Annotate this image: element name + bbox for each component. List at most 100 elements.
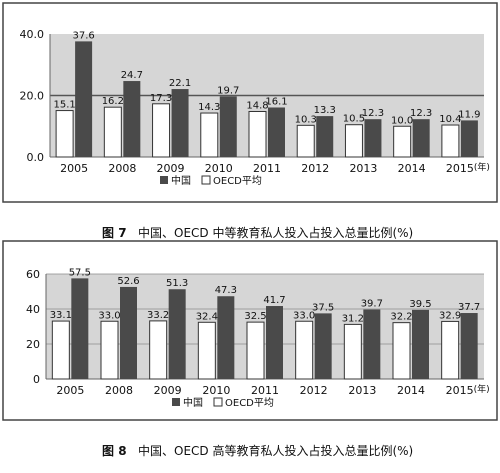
legend-swatch-china (160, 176, 168, 184)
legend-swatch-china (172, 398, 180, 406)
data-label-china: 22.1 (169, 78, 191, 89)
x-tick-label: 2015 (446, 384, 474, 397)
bar-oecd (200, 112, 219, 158)
x-tick-label: 2013 (349, 162, 377, 175)
figure-8-number: 图 8 (102, 444, 127, 458)
x-tick-label: 2014 (398, 162, 426, 175)
bar-oecd (441, 124, 460, 158)
y-tick-label: 0 (33, 373, 40, 386)
legend-swatch-oecd (213, 397, 223, 407)
bar-china (316, 116, 334, 157)
data-label-china: 39.5 (409, 299, 431, 310)
data-label-china: 11.9 (458, 109, 480, 120)
bar-china (363, 309, 381, 379)
data-label-china: 39.7 (361, 299, 383, 310)
bar-oecd (343, 323, 362, 380)
data-label-china: 24.7 (121, 70, 143, 81)
x-tick-label: 2005 (60, 162, 88, 175)
data-label-oecd: 14.8 (246, 100, 268, 111)
bar-china (123, 81, 141, 157)
data-label-china: 47.3 (215, 285, 237, 296)
bar-china (71, 278, 89, 379)
bar-oecd (100, 320, 119, 380)
bar-oecd (149, 320, 168, 380)
x-axis-unit: (年) (474, 383, 490, 395)
data-label-oecd: 10.3 (295, 114, 317, 125)
legend-label-oecd: OECD平均 (213, 175, 262, 187)
bar-oecd (246, 321, 265, 380)
figure-7-number: 图 7 (102, 226, 127, 240)
x-tick-label: 2012 (301, 162, 329, 175)
bar-china (460, 120, 478, 157)
x-tick-label: 2011 (251, 384, 279, 397)
data-label-oecd: 31.2 (342, 313, 364, 324)
chart-higher-education: 0 20 40 60 33.1 57.5 2005 33.0 52.6 2008 33.2 51.3 2… (2, 240, 498, 421)
x-axis-unit: (年) (474, 161, 490, 173)
data-label-china: 52.6 (117, 276, 139, 287)
x-tick-label: 2014 (397, 384, 425, 397)
y-tick-label: 40 (26, 303, 40, 316)
y-tick-label: 60 (26, 268, 40, 281)
data-label-oecd: 33.0 (293, 310, 315, 321)
x-tick-label: 2005 (56, 384, 84, 397)
bar-china (314, 313, 332, 379)
bar-oecd (55, 110, 74, 158)
bar-oecd (296, 124, 315, 158)
bar-china (75, 41, 93, 157)
x-tick-label: 2008 (108, 162, 136, 175)
bar-oecd (441, 320, 460, 380)
legend-label-china: 中国 (171, 174, 191, 187)
data-label-china: 37.5 (312, 302, 334, 313)
x-tick-label: 2011 (253, 162, 281, 175)
legend-label-china: 中国 (183, 396, 203, 409)
x-tick-label: 2009 (157, 162, 185, 175)
data-label-china: 57.5 (69, 267, 91, 278)
data-label-oecd: 10.4 (439, 114, 461, 125)
data-label-oecd: 32.4 (196, 311, 218, 322)
bar-china (268, 107, 285, 157)
data-label-china: 37.7 (458, 302, 480, 313)
data-label-oecd: 15.1 (53, 100, 75, 111)
y-tick-label: 40.0 (20, 28, 45, 41)
bar-china (120, 286, 137, 379)
data-label-oecd: 32.5 (244, 311, 266, 322)
bar-oecd (295, 320, 314, 380)
data-label-oecd: 33.0 (98, 310, 120, 321)
x-tick-label: 2015 (446, 162, 474, 175)
bar-oecd (51, 320, 70, 380)
bar-china (171, 89, 189, 157)
data-label-oecd: 10.5 (343, 114, 365, 125)
figure-7-title: 中国、OECD 中等教育私人投入占投入总量比例(%) (138, 226, 414, 240)
data-label-china: 13.3 (314, 105, 336, 116)
data-label-oecd: 32.2 (390, 312, 412, 323)
data-label-china: 51.3 (166, 278, 188, 289)
data-label-oecd: 16.2 (102, 96, 124, 107)
figure-7-caption: 图 7 中国、OECD 中等教育私人投入占投入总量比例(%) (0, 210, 500, 255)
y-tick-label: 0.0 (27, 151, 45, 164)
data-label-china: 37.6 (72, 30, 94, 41)
bar-oecd (392, 322, 411, 380)
bar-oecd (197, 321, 216, 380)
data-label-oecd: 33.1 (50, 310, 72, 321)
bar-oecd (344, 124, 363, 158)
data-label-china: 19.7 (217, 85, 239, 96)
x-tick-label: 2010 (202, 384, 230, 397)
bar-china (168, 289, 186, 379)
plot-area (46, 274, 484, 379)
x-tick-label: 2010 (205, 162, 233, 175)
y-tick-label: 20 (26, 338, 40, 351)
bar-oecd (393, 125, 412, 158)
data-label-oecd: 10.0 (391, 115, 413, 126)
figure-7: 0.0 20.0 40.0 15.1 37.6 2005 16.2 24.7 2008 17.3 2… (0, 0, 500, 240)
chart-secondary-education: 0.0 20.0 40.0 15.1 37.6 2005 16.2 24.7 2008 17.3 2… (2, 2, 498, 203)
data-label-oecd: 32.9 (439, 310, 461, 321)
bar-oecd (103, 106, 122, 158)
figure-8: 0 20 40 60 33.1 57.5 2005 33.0 52.6 2008 33.2 51.3 2… (0, 238, 500, 458)
bar-china (266, 306, 283, 379)
bar-oecd (152, 103, 171, 158)
data-label-oecd: 17.3 (150, 93, 172, 104)
legend-swatch-oecd (201, 175, 211, 185)
bar-oecd (248, 110, 267, 158)
bar-china (460, 313, 478, 379)
data-label-oecd: 14.3 (198, 102, 220, 113)
